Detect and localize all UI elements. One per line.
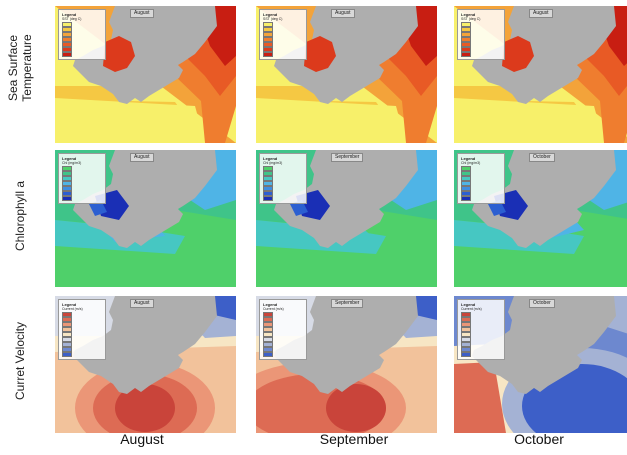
legend-title: Legend <box>62 156 77 161</box>
legend-entry <box>461 51 501 58</box>
legend-entry <box>62 51 102 58</box>
map-image <box>454 296 627 433</box>
map-panel-cur-october: Legend Current (m/s) October <box>454 296 627 433</box>
legend-unit: SST (deg C) <box>461 17 481 21</box>
legend-title: Legend <box>62 302 77 307</box>
panel-month-tag: August <box>529 9 553 18</box>
legend-unit: Current (m/s) <box>461 307 482 311</box>
panel-month-tag: August <box>331 9 355 18</box>
map-legend: Legend SST (deg C) <box>58 9 106 60</box>
map-image <box>454 6 627 143</box>
panel-month-tag: August <box>130 9 154 18</box>
legend-unit: Chl (mg/m3) <box>461 161 481 165</box>
map-panel-chl-september: Legend Chl (mg/m3) September <box>256 150 437 287</box>
legend-swatch <box>263 351 273 358</box>
map-image <box>55 6 236 143</box>
legend-swatch <box>461 195 471 202</box>
legend-swatch <box>62 195 72 202</box>
legend-title: Legend <box>263 156 278 161</box>
legend-swatch <box>62 351 72 358</box>
legend-entry <box>62 351 102 358</box>
column-label-august: August <box>120 431 164 447</box>
map-panel-sst-september: Legend SST (deg C) August <box>256 6 437 143</box>
panel-month-tag: August <box>130 153 154 162</box>
map-legend: Legend SST (deg C) <box>259 9 307 60</box>
column-label-october: October <box>514 431 564 447</box>
map-legend: Legend SST (deg C) <box>457 9 505 60</box>
legend-entry <box>263 51 303 58</box>
map-panel-chl-august: Legend Chl (mg/m3) August <box>55 150 236 287</box>
legend-title: Legend <box>263 302 278 307</box>
legend-swatch <box>461 51 471 58</box>
row-label-current: Curret Velocity <box>13 321 27 401</box>
legend-unit: Current (m/s) <box>62 307 83 311</box>
map-legend: Legend Current (m/s) <box>259 299 307 360</box>
panel-month-tag: September <box>331 299 364 308</box>
legend-title: Legend <box>461 302 476 307</box>
legend-swatch <box>263 195 273 202</box>
map-legend: Legend Current (m/s) <box>58 299 106 360</box>
legend-unit: SST (deg C) <box>263 17 283 21</box>
legend-entry <box>62 195 102 202</box>
legend-swatch <box>62 51 72 58</box>
map-panel-cur-september: Legend Current (m/s) September <box>256 296 437 433</box>
legend-unit: Chl (mg/m3) <box>263 161 283 165</box>
legend-entry <box>263 351 303 358</box>
map-legend: Legend Current (m/s) <box>457 299 505 360</box>
legend-title: Legend <box>263 12 278 17</box>
legend-unit: Current (m/s) <box>263 307 284 311</box>
legend-title: Legend <box>62 12 77 17</box>
legend-entry <box>461 351 501 358</box>
panel-month-tag: October <box>529 153 555 162</box>
panel-month-tag: September <box>331 153 364 162</box>
map-legend: Legend Chl (mg/m3) <box>457 153 505 204</box>
legend-unit: Chl (mg/m3) <box>62 161 82 165</box>
map-panel-sst-august: Legend SST (deg C) August <box>55 6 236 143</box>
legend-swatch <box>263 51 273 58</box>
row-label-chl: Chlorophyll a <box>13 180 27 252</box>
panel-month-tag: October <box>529 299 555 308</box>
map-panel-cur-august: Legend Current (m/s) August <box>55 296 236 433</box>
map-legend: Legend Chl (mg/m3) <box>58 153 106 204</box>
legend-title: Legend <box>461 12 476 17</box>
legend-entry <box>263 195 303 202</box>
panel-month-tag: August <box>130 299 154 308</box>
map-panel-chl-october: Legend Chl (mg/m3) October <box>454 150 627 287</box>
map-image <box>55 296 236 433</box>
map-panel-sst-october: Legend SST (deg C) August <box>454 6 627 143</box>
row-label-sst: Sea Surface Temperature <box>6 34 34 102</box>
column-label-september: September <box>319 431 389 447</box>
legend-swatch <box>461 351 471 358</box>
map-legend: Legend Chl (mg/m3) <box>259 153 307 204</box>
legend-entry <box>461 195 501 202</box>
legend-title: Legend <box>461 156 476 161</box>
legend-unit: SST (deg C) <box>62 17 82 21</box>
